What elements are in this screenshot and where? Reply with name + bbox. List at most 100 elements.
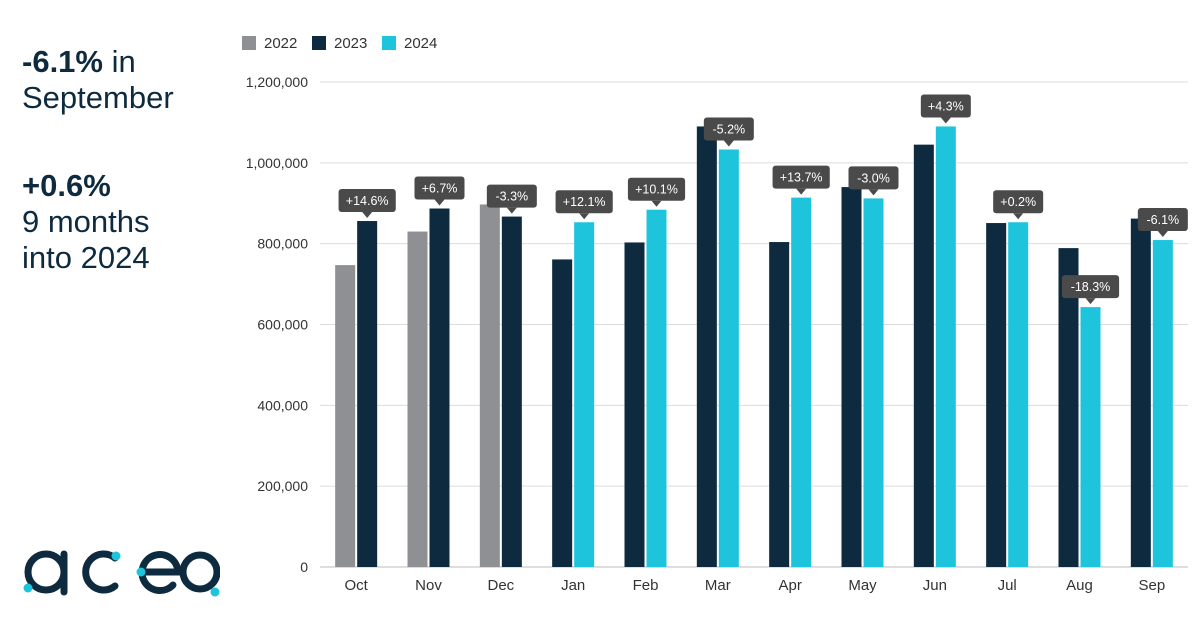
bar-2022-oct xyxy=(335,265,356,567)
callout-box xyxy=(414,176,465,200)
callout-pointer xyxy=(506,207,517,214)
bar-2023-jan xyxy=(552,259,573,567)
bar-2022-dec xyxy=(479,204,500,567)
change-callout-oct: +14.6% xyxy=(338,189,396,219)
september-change-in: in xyxy=(102,44,136,79)
x-tick-label-dec: Dec xyxy=(487,577,514,594)
september-stat: -6.1% in September xyxy=(22,44,282,116)
callout-box xyxy=(1061,275,1120,299)
y-tick-label: 400,000 xyxy=(257,397,308,413)
callout-label: -3.0% xyxy=(857,171,890,185)
callout-label: -18.3% xyxy=(1071,280,1111,294)
callout-pointer xyxy=(796,188,807,195)
callout-pointer xyxy=(1085,298,1096,305)
callout-box xyxy=(772,165,830,189)
change-callout-aug: -18.3% xyxy=(1061,275,1120,305)
change-callout-mar: -5.2% xyxy=(703,117,754,147)
callout-label: +0.2% xyxy=(1000,195,1036,209)
callout-box xyxy=(1137,208,1188,232)
callout-pointer xyxy=(579,213,590,220)
callout-box xyxy=(555,190,613,214)
callout-box xyxy=(920,94,971,118)
headline: -6.1% in September +0.6% 9 months into 2… xyxy=(22,44,282,276)
callout-label: +14.6% xyxy=(346,194,389,208)
x-tick-label-feb: Feb xyxy=(633,577,659,594)
change-callout-nov: +6.7% xyxy=(414,176,465,206)
bar-2023-apr xyxy=(769,242,790,568)
callout-box xyxy=(848,166,899,190)
change-callout-jan: +12.1% xyxy=(555,190,613,220)
legend-swatch-2022 xyxy=(242,36,256,50)
callout-label: +13.7% xyxy=(780,171,823,185)
ytd-stat: +0.6% 9 months into 2024 xyxy=(22,168,282,276)
ytd-change-text2: into 2024 xyxy=(22,240,150,275)
x-tick-label-oct: Oct xyxy=(344,577,368,594)
callout-pointer xyxy=(940,117,951,124)
callout-pointer xyxy=(1157,231,1168,238)
callout-label: -3.3% xyxy=(496,190,529,204)
bar-2023-oct xyxy=(357,221,378,568)
callout-pointer xyxy=(362,212,373,219)
september-change-month: September xyxy=(22,80,174,115)
bar-2023-dec xyxy=(501,216,522,567)
change-callout-sep: -6.1% xyxy=(1137,208,1188,238)
callout-label: +10.1% xyxy=(635,183,678,197)
change-callout-apr: +13.7% xyxy=(772,165,830,195)
callout-label: +12.1% xyxy=(563,195,606,209)
bar-2023-mar xyxy=(696,126,717,567)
bar-2023-sep xyxy=(1130,218,1151,567)
bar-2023-feb xyxy=(624,242,645,567)
legend-swatch-2024 xyxy=(382,36,396,50)
ytd-change-text: 9 months xyxy=(22,204,150,239)
bar-2023-jun xyxy=(913,144,934,567)
bar-2024-jan xyxy=(574,222,595,567)
change-callout-may: -3.0% xyxy=(848,166,899,196)
y-tick-label: 600,000 xyxy=(257,317,308,333)
legend-label-2022: 2022 xyxy=(264,35,297,52)
y-tick-label: 1,200,000 xyxy=(246,74,308,90)
bar-2023-may xyxy=(841,187,862,568)
y-tick-label: 0 xyxy=(300,559,308,575)
callout-pointer xyxy=(868,189,879,196)
callout-pointer xyxy=(723,140,734,147)
x-tick-label-jul: Jul xyxy=(998,577,1017,594)
legend-label-2024: 2024 xyxy=(404,35,437,52)
bar-2024-may xyxy=(863,198,884,567)
change-callout-jul: +0.2% xyxy=(993,190,1044,220)
acea-logo-mark xyxy=(23,550,221,597)
callout-label: +6.7% xyxy=(422,182,458,196)
bar-2023-aug xyxy=(1058,248,1079,568)
ytd-change-value: +0.6% xyxy=(22,168,111,203)
september-change-value: -6.1% xyxy=(22,44,103,79)
callout-pointer xyxy=(1013,213,1024,220)
change-callout-jun: +4.3% xyxy=(920,94,971,124)
callout-pointer xyxy=(651,200,662,207)
x-tick-label-apr: Apr xyxy=(778,577,801,594)
callout-box xyxy=(627,177,686,201)
bar-2024-jul xyxy=(1008,222,1029,567)
bar-2024-mar xyxy=(718,149,739,567)
callout-box xyxy=(703,117,754,141)
bar-chart-svg: 0 200,000 400,000 600,000 800,000 1,000,000 1,… xyxy=(242,35,1188,594)
x-tick-label-mar: Mar xyxy=(705,577,731,594)
bar-2024-feb xyxy=(646,209,667,567)
y-tick-label: 200,000 xyxy=(257,478,308,494)
bar-2022-nov xyxy=(407,231,428,567)
acea-logo xyxy=(20,528,221,608)
x-tick-label-may: May xyxy=(848,577,877,594)
bar-2023-jul xyxy=(986,223,1007,567)
bar-2024-jun xyxy=(935,126,956,567)
x-tick-label-jun: Jun xyxy=(923,577,947,594)
x-tick-label-jan: Jan xyxy=(561,577,585,594)
y-tick-label: 1,000,000 xyxy=(246,155,308,171)
callout-box xyxy=(993,190,1044,214)
bar-2024-aug xyxy=(1080,307,1101,567)
bar-2023-nov xyxy=(429,208,450,568)
callout-label: -5.2% xyxy=(713,122,746,136)
callout-label: -6.1% xyxy=(1147,213,1180,227)
x-tick-label-sep: Sep xyxy=(1138,577,1165,594)
callout-label: +4.3% xyxy=(928,99,964,113)
x-tick-label-nov: Nov xyxy=(415,577,442,594)
change-callout-dec: -3.3% xyxy=(486,184,537,214)
bar-2024-apr xyxy=(791,197,812,567)
